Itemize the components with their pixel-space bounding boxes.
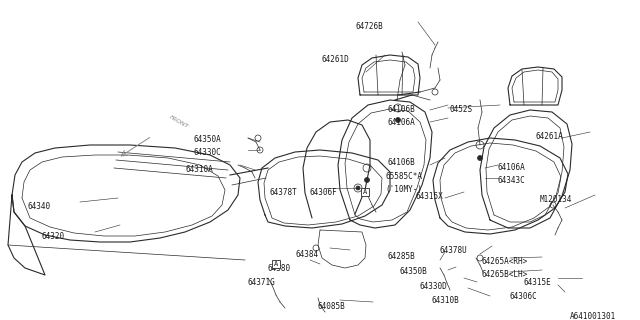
Text: FRONT: FRONT <box>168 115 189 130</box>
Text: 64265A<RH>: 64265A<RH> <box>482 257 528 266</box>
Circle shape <box>396 117 401 123</box>
Text: 65585C*A: 65585C*A <box>385 172 422 181</box>
Text: 64310B: 64310B <box>432 296 460 305</box>
Text: 64384: 64384 <box>295 250 318 259</box>
Text: 64310A: 64310A <box>185 165 212 174</box>
Text: 64261A: 64261A <box>535 132 563 141</box>
Text: ('10MY-): ('10MY-) <box>385 185 422 194</box>
Text: 64106B: 64106B <box>388 158 416 167</box>
Text: A: A <box>363 189 367 195</box>
Circle shape <box>477 156 483 161</box>
Text: 64315E: 64315E <box>524 278 552 287</box>
Text: 64265B<LH>: 64265B<LH> <box>482 270 528 279</box>
Text: 64320: 64320 <box>42 232 65 241</box>
Text: 64315X: 64315X <box>415 192 443 201</box>
Text: 64306C: 64306C <box>510 292 538 301</box>
Text: 0452S: 0452S <box>450 105 473 114</box>
Text: 64343C: 64343C <box>498 176 525 185</box>
Text: 64330D: 64330D <box>420 282 448 291</box>
Text: M120134: M120134 <box>540 195 572 204</box>
Text: 64330C: 64330C <box>193 148 221 157</box>
Circle shape <box>356 186 360 190</box>
Text: A641001301: A641001301 <box>570 312 616 320</box>
Text: 64726B: 64726B <box>355 22 383 31</box>
Text: 64085B: 64085B <box>318 302 346 311</box>
Text: 64378T: 64378T <box>270 188 298 197</box>
Text: 64350B: 64350B <box>400 267 428 276</box>
Text: 64371G: 64371G <box>248 278 276 287</box>
Text: 64380: 64380 <box>268 264 291 273</box>
Text: 64261D: 64261D <box>322 55 349 64</box>
Text: 64106A: 64106A <box>388 118 416 127</box>
Text: 64306F: 64306F <box>310 188 338 197</box>
Text: 64378U: 64378U <box>440 246 468 255</box>
Circle shape <box>365 178 369 182</box>
Text: 64350A: 64350A <box>193 135 221 144</box>
Text: 64340: 64340 <box>28 202 51 211</box>
Text: 64285B: 64285B <box>388 252 416 261</box>
Text: A: A <box>274 261 278 267</box>
Text: 64106B: 64106B <box>388 105 416 114</box>
Text: 64106A: 64106A <box>498 163 525 172</box>
